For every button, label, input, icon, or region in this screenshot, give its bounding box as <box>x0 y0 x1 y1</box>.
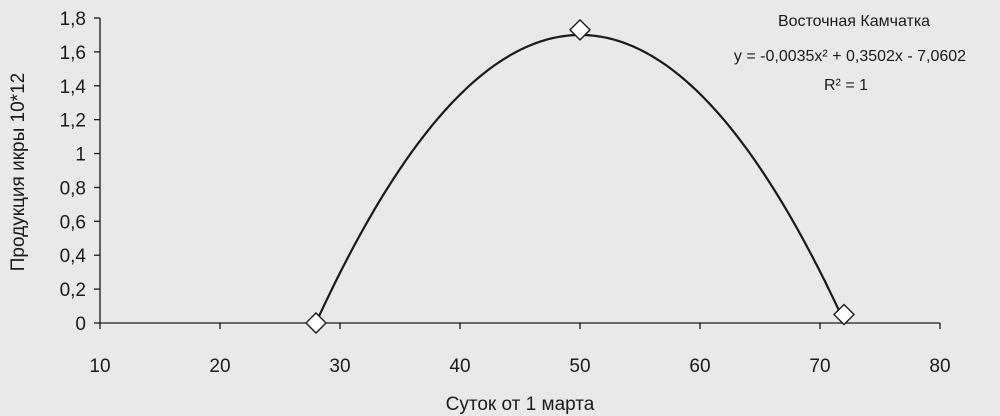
x-ticks: 10 20 30 40 50 60 70 80 <box>89 323 951 377</box>
y-tick-label: 1,6 <box>60 43 86 64</box>
data-point-marker <box>305 312 327 334</box>
x-axis-title: Суток от 1 марта <box>446 394 595 415</box>
y-tick-label: 0,4 <box>60 246 87 267</box>
x-tick-label: 70 <box>809 356 830 377</box>
y-tick-label: 1,4 <box>60 77 87 98</box>
axes <box>99 18 940 324</box>
x-tick-label: 10 <box>89 356 110 377</box>
y-tick-label: 0,2 <box>60 280 86 301</box>
data-point-marker <box>569 18 591 41</box>
x-tick-label: 30 <box>329 356 350 377</box>
trendline-equation: y = -0,0035x² + 0,3502x - 7,0602 <box>734 48 966 65</box>
y-axis-title: Продукция икры 10*12 <box>8 73 29 271</box>
x-tick-label: 20 <box>209 356 230 377</box>
y-ticks: 0 0,2 0,4 0,6 0,8 1 1,2 1,4 1,6 1,8 <box>60 9 100 335</box>
data-point-marker <box>833 303 855 326</box>
trendline-r-squared: R² = 1 <box>824 77 868 94</box>
y-tick-label: 0 <box>75 314 86 335</box>
trendline-curve <box>314 33 846 324</box>
y-tick-label: 1,2 <box>60 111 86 132</box>
x-tick-label: 40 <box>449 356 470 377</box>
data-markers <box>305 18 855 334</box>
x-tick-label: 60 <box>689 356 710 377</box>
x-tick-label: 50 <box>569 356 590 377</box>
y-tick-label: 1,8 <box>60 9 86 30</box>
series-name-label: Восточная Камчатка <box>778 13 930 30</box>
x-tick-label: 80 <box>929 356 950 377</box>
y-tick-label: 1 <box>75 145 86 166</box>
y-tick-label: 0,6 <box>60 212 86 233</box>
y-tick-label: 0,8 <box>60 178 86 199</box>
